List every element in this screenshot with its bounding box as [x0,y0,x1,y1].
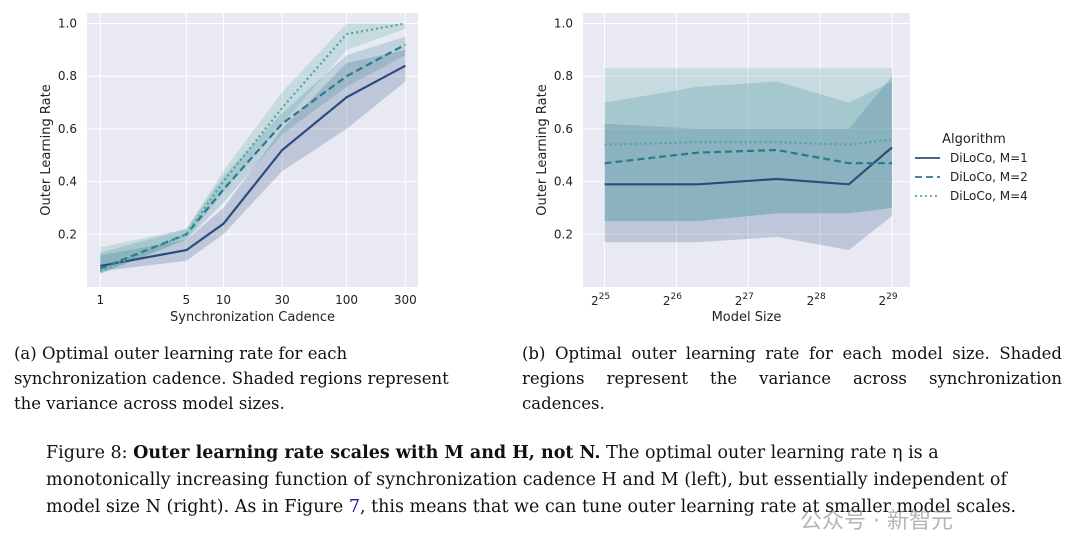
x-tick-label: 225 [591,292,610,308]
series-band-1 [604,76,892,251]
legend: Algorithm DiLoCo, M=1 DiLoCo, M=2 DiLoCo, M… [915,132,1028,203]
y-tick-label: 1.0 [58,17,77,31]
legend-label-1: DiLoCo, M=1 [950,151,1028,165]
chart-panel-b: 0.2 0.4 0.6 0.8 1.0 225 226 227 228 229 Model Size… [535,13,1028,325]
y-tick-label: 0.4 [554,175,573,189]
series-band-1 [100,49,406,272]
x-tick-label: 5 [183,293,191,307]
x-tick-label: 300 [394,293,417,307]
caption-a: (a) Optimal outer learning rate for each… [14,344,449,413]
figure-caption-bold: Outer learning rate scales with M and H,… [133,443,601,463]
y-tick-label: 1.0 [554,17,573,31]
y-axis-label: Outer Learning Rate [535,84,550,215]
legend-title: Algorithm [942,132,1006,147]
series-line-2 [99,43,406,270]
x-tick-label: 1 [96,293,104,307]
figure-charts: 0.2 0.4 0.6 0.8 1.0 1 5 10 30 100 300 Synchronizati… [39,13,1028,325]
series-band-2 [100,36,406,274]
series-line-1 [100,64,406,267]
y-tick-label: 0.2 [554,227,573,241]
watermark-text: 公众号 · 新智元 [800,509,953,534]
legend-label-2: DiLoCo, M=2 [950,170,1028,184]
figure-caption-text1: The optimal outer learning rate η is a m… [46,443,1007,517]
series-line-3 [99,22,406,273]
legend-label-3: DiLoCo, M=4 [950,189,1028,203]
y-tick-label: 0.4 [58,175,77,189]
x-axis-label: Model Size [712,310,782,325]
x-tick-label: 228 [807,292,826,308]
figure-ref-link[interactable]: 7 [348,497,360,517]
chart-panel-a: 0.2 0.4 0.6 0.8 1.0 1 5 10 30 100 300 Synchronizati… [39,13,418,325]
x-tick-label: 100 [335,293,358,307]
series-line-1 [604,146,893,186]
caption-b: (b) Optimal outer learning rate for each… [522,344,1062,413]
plot-area-a [87,13,418,287]
x-tick-label: 227 [735,292,754,308]
y-tick-label: 0.6 [58,122,77,136]
y-tick-label: 0.8 [58,69,77,83]
x-tick-label: 30 [275,293,290,307]
y-tick-label: 0.6 [554,122,573,136]
x-tick-label: 229 [878,292,897,308]
y-tick-label: 0.2 [58,227,77,241]
figure-caption-text2: , this means that we can tune outer lear… [359,497,1017,517]
figure-caption-prefix: Figure 8: [46,443,134,463]
series-band-3 [100,23,406,274]
plot-area-b [583,13,910,287]
y-axis-label: Outer Learning Rate [39,84,54,215]
figure-caption: Figure 8: Outer learning rate scales wit… [46,440,1036,521]
x-tick-label: 226 [663,292,682,308]
y-tick-label: 0.8 [554,69,573,83]
series-band-3 [604,68,892,222]
x-axis-label: Synchronization Cadence [170,310,335,325]
x-tick-label: 10 [216,293,231,307]
